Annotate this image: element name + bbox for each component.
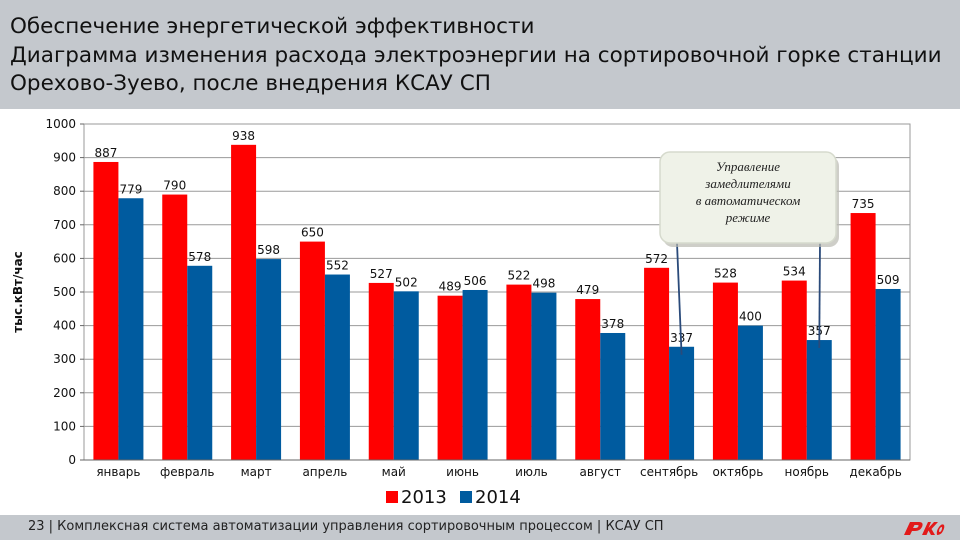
- x-tick-label: июль: [515, 465, 548, 479]
- data-label: 378: [601, 317, 624, 331]
- data-label: 509: [877, 273, 900, 287]
- x-tick-label: апрель: [302, 465, 347, 479]
- x-tick-label: май: [382, 465, 406, 479]
- y-tick-label: 100: [53, 419, 76, 433]
- x-tick-label: март: [241, 465, 272, 479]
- legend-swatch-2013: [386, 491, 398, 503]
- x-tick-label: сентябрь: [640, 465, 698, 479]
- x-tick-label: январь: [96, 465, 140, 479]
- data-label: 650: [301, 226, 324, 240]
- slide-title-line-1: Обеспечение энергетической эффективности: [10, 14, 535, 39]
- bar-2013: [93, 161, 119, 460]
- slide-title-line-3: Орехово-Зуево, после внедрения КСАУ СП: [10, 71, 491, 96]
- chart-area: 0 100 200 300 400 500 600 700 800 900 1000 887 779 ян…: [0, 109, 960, 515]
- data-label: 498: [532, 277, 555, 291]
- x-tick-label: октябрь: [712, 465, 763, 479]
- legend-swatch-2014: [460, 491, 472, 503]
- y-tick-label: 1000: [45, 117, 76, 131]
- bar-2013: [299, 241, 325, 460]
- bar-2014: [324, 274, 350, 460]
- bar-2013: [781, 280, 807, 460]
- x-tick-label: ноябрь: [785, 465, 830, 479]
- data-label: 534: [783, 265, 806, 279]
- data-label: 489: [439, 280, 462, 294]
- data-label: 479: [576, 283, 599, 297]
- callout-text: в автоматическом: [696, 193, 801, 208]
- bar-2013: [162, 194, 188, 460]
- y-axis-label: тыс.кВт/час: [11, 251, 25, 333]
- bar-2014: [737, 325, 763, 460]
- x-tick-label: декабрь: [849, 465, 901, 479]
- bar-2013: [231, 144, 257, 460]
- data-label: 938: [232, 129, 255, 143]
- bar-2014: [187, 265, 213, 460]
- y-tick-label: 600: [53, 251, 76, 265]
- bar-2014: [806, 340, 832, 460]
- callout-text: режиме: [725, 210, 771, 225]
- slide-footer: 23 | Комплексная система автоматизации у…: [0, 515, 960, 540]
- data-label: 572: [645, 252, 668, 266]
- data-label: 779: [119, 182, 142, 196]
- x-tick-label: февраль: [160, 465, 214, 479]
- x-tick-label: август: [580, 465, 621, 479]
- bar-2013: [437, 295, 463, 460]
- data-label: 578: [188, 250, 211, 264]
- y-tick-label: 800: [53, 184, 76, 198]
- slide-header: Обеспечение энергетической эффективности…: [0, 0, 960, 109]
- bar-2014: [256, 259, 282, 460]
- slide-title-line-2: Диаграмма изменения расхода электроэнерг…: [10, 43, 942, 68]
- bar-2014: [875, 288, 901, 460]
- callout-text: Управление: [716, 159, 780, 174]
- x-tick-label: июнь: [446, 465, 479, 479]
- bar-2014: [118, 198, 144, 461]
- legend-label: 2014: [475, 487, 521, 508]
- data-label: 552: [326, 259, 349, 273]
- callout-text: замедлителями: [704, 176, 791, 191]
- bar-2014: [531, 292, 557, 460]
- data-label: 598: [257, 243, 280, 257]
- data-label: 400: [739, 310, 762, 324]
- data-label: 502: [395, 275, 418, 289]
- y-tick-label: 700: [53, 218, 76, 232]
- y-tick-label: 400: [53, 319, 76, 333]
- y-tick-label: 200: [53, 386, 76, 400]
- callout-box: [659, 151, 837, 244]
- bar-2014: [462, 289, 488, 460]
- data-label: 790: [163, 179, 186, 193]
- bar-2014: [600, 332, 626, 460]
- data-label: 735: [852, 197, 875, 211]
- bar-chart: 0 100 200 300 400 500 600 700 800 900 1000 887 779 ян…: [11, 117, 911, 508]
- bar-2013: [850, 213, 876, 460]
- bar-2013: [368, 282, 394, 460]
- y-tick-label: 900: [53, 151, 76, 165]
- bar-2013: [575, 299, 601, 460]
- footer-text: 23 | Комплексная система автоматизации у…: [28, 519, 664, 534]
- callout-pointer: [676, 242, 683, 355]
- y-tick-label: 500: [53, 285, 76, 299]
- data-label: 506: [464, 274, 487, 288]
- data-label: 527: [370, 267, 393, 281]
- bar-2014: [393, 291, 419, 460]
- data-label: 522: [507, 269, 530, 283]
- bar-2013: [506, 284, 532, 460]
- bar-2014: [669, 346, 695, 460]
- rzd-logo-icon: [904, 522, 945, 535]
- data-label: 528: [714, 267, 737, 281]
- y-tick-label: 0: [68, 453, 76, 467]
- callout-pointer: [818, 242, 821, 349]
- y-tick-label: 300: [53, 352, 76, 366]
- bar-2013: [712, 282, 738, 460]
- data-label: 887: [94, 146, 117, 160]
- bar-2013: [644, 267, 670, 460]
- legend-label: 2013: [401, 487, 447, 508]
